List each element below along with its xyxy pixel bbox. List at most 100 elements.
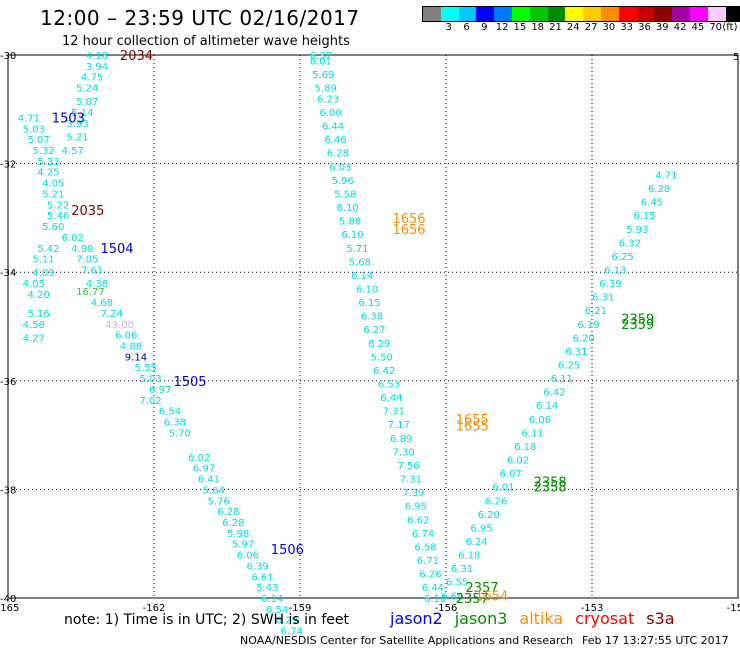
wave-height-value: 5.71: [346, 244, 368, 255]
wave-height-value: 6.95: [470, 523, 492, 534]
wave-height-value: 4.68: [91, 298, 113, 309]
wave-height-value: 5.03: [23, 124, 45, 135]
wave-height-value: 6.10: [356, 284, 378, 295]
wave-height-value: 6.14: [536, 401, 558, 412]
wave-height-value: 6.26: [419, 570, 441, 581]
legend-label: 3: [445, 22, 452, 33]
wave-height-value: 6.37: [310, 51, 332, 62]
legend-swatch: [725, 7, 740, 21]
wave-height-value: 5.16: [27, 309, 49, 320]
legend-swatch: [423, 7, 441, 21]
wave-height-labels: 4.183.944.755.245.075.143.935.214.574.71…: [18, 51, 678, 638]
wave-height-value: 6.31: [451, 564, 473, 575]
lat-tick-label: -40: [0, 594, 16, 605]
legend-label: 39: [655, 22, 669, 33]
wave-height-value: 6.54: [266, 605, 288, 616]
wave-height-value: 6.19: [577, 320, 599, 331]
wave-height-value: 5.24: [76, 84, 98, 95]
wave-height-value: 6.03: [329, 162, 351, 173]
credit-text: NOAA/NESDIS Center for Satellite Applica…: [240, 634, 574, 647]
satellite-label-cryosat: cryosat: [575, 609, 635, 628]
wave-height-value: 6.25: [611, 252, 633, 263]
wave-height-value: 5.58: [334, 189, 356, 200]
wave-height-value: 4.88: [120, 342, 142, 353]
wave-height-value: 6.64: [441, 591, 463, 602]
wave-height-value: 6.71: [417, 556, 439, 567]
lat-tick-label: -32: [0, 160, 16, 171]
wave-height-value: 5.03: [139, 374, 161, 385]
wave-height-value: 6.11: [521, 428, 543, 439]
wave-height-value: 6.06: [237, 551, 259, 562]
wave-height-value: 6.38: [361, 312, 383, 323]
wave-height-value: 6.20: [573, 333, 595, 344]
pass-time-label: 1655: [456, 419, 489, 434]
wave-height-value: 6.29: [368, 339, 390, 350]
lon-tick-label: -162: [143, 603, 166, 614]
wave-height-value: 6.61: [251, 572, 273, 583]
wave-height-value: 6.42: [373, 366, 395, 377]
wave-height-value: 6.25: [558, 361, 580, 372]
wave-height-value: 7.05: [76, 255, 98, 266]
wave-height-value: 7.56: [397, 461, 419, 472]
wave-height-value: 6.31: [565, 347, 587, 358]
legend-swatch: [636, 7, 655, 21]
wave-height-value: 4.75: [81, 73, 103, 84]
wave-height-value: 9.14: [125, 352, 147, 363]
wave-height-value: 3.94: [86, 62, 108, 73]
wave-height-value: 5.93: [626, 225, 648, 236]
wave-height-value: 6.26: [485, 496, 507, 507]
wave-height-value: 5.55: [135, 363, 157, 374]
lon-tick-label: -153: [581, 603, 604, 614]
wave-height-value: 6.89: [390, 434, 412, 445]
wave-height-value: 5.32: [32, 146, 54, 157]
lat-tick-label: -36: [0, 377, 16, 388]
wave-height-value: 5.60: [42, 222, 64, 233]
satellite-legend: jason2 jason3 altika cryosat s3a: [390, 609, 687, 628]
pass-time-label: 1654: [475, 589, 508, 604]
wave-height-value: 5.14: [71, 108, 93, 119]
lat-tick-label: -34: [0, 268, 16, 279]
wave-height-value: 6.00: [319, 108, 341, 119]
wave-height-value: 6.97: [193, 464, 215, 475]
wave-height-value: 4.18: [86, 51, 108, 62]
wave-height-value: 6.02: [188, 453, 210, 464]
wave-height-value: 4.58: [23, 320, 45, 331]
satellite-label-jason3: jason3: [454, 609, 508, 628]
wave-height-value: 4.98: [71, 244, 93, 255]
wave-height-value: 6.01: [492, 483, 514, 494]
wave-height-value: 5.98: [227, 529, 249, 540]
pass-time-label: 2358: [534, 475, 567, 490]
legend-label: 70: [709, 22, 723, 33]
legend-label: 36: [638, 22, 651, 33]
legend-swatch: [654, 7, 673, 21]
wave-height-value: 4.25: [37, 168, 59, 179]
wave-height-value: 6.24: [465, 537, 487, 548]
legend-label: 9: [481, 22, 488, 33]
wave-height-value: 6.31: [592, 293, 614, 304]
wave-height-value: 6.32: [619, 238, 641, 249]
wave-height-value: 5.68: [349, 257, 371, 268]
legend-label: 18: [531, 22, 545, 33]
wave-height-value: 4.05: [42, 179, 64, 190]
wave-height-value: 6.46: [324, 135, 346, 146]
wave-height-value: 6.15: [633, 211, 655, 222]
wave-height-value: 6.15: [358, 298, 380, 309]
wave-height-value: 5.69: [312, 70, 334, 81]
color-scale-legend: [422, 6, 740, 22]
wave-height-value: 5.42: [37, 244, 59, 255]
wave-height-value: 5.88: [339, 217, 361, 228]
wave-height-value: 4.71: [655, 170, 677, 181]
wave-height-value: 6.27: [363, 325, 385, 336]
legend-swatch: [529, 7, 548, 21]
legend-label: 33: [620, 22, 634, 33]
legend-label: 15: [513, 22, 527, 33]
wave-height-value: 7.31: [400, 475, 422, 486]
wave-height-value: 5.21: [66, 132, 88, 143]
wave-height-value: 5.70: [169, 428, 191, 439]
wave-height-value: 5.07: [27, 135, 49, 146]
legend-label: 30: [602, 22, 616, 33]
wave-height-value: 5.64: [203, 485, 225, 496]
wave-height-value: 3.93: [66, 119, 88, 130]
wave-height-value: 6.44: [380, 393, 402, 404]
